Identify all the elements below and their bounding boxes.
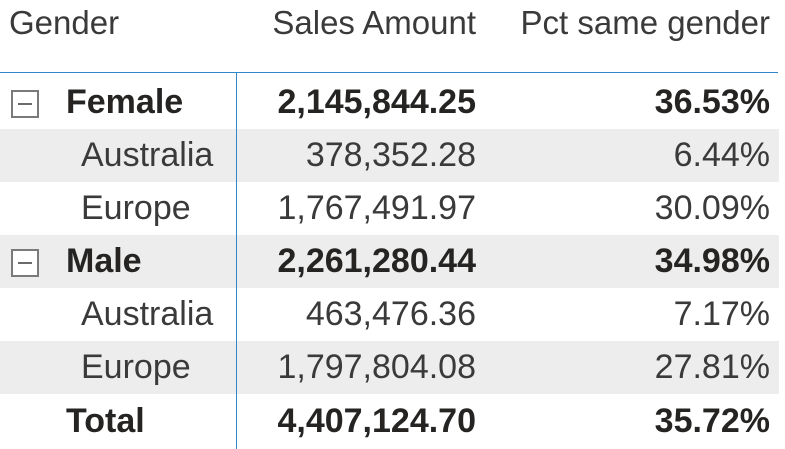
row-label: Europe	[81, 189, 191, 227]
column-header-sales-amount[interactable]: Sales Amount	[272, 4, 476, 41]
total-row: Total 4,407,124.70 35.72%	[0, 395, 779, 448]
column-divider	[236, 72, 237, 449]
pct-same-gender-cell: 27.81%	[654, 348, 770, 386]
sales-amount-cell: 1,767,491.97	[277, 189, 476, 227]
row-label: Europe	[81, 348, 191, 386]
sales-amount-cell: 463,476.36	[305, 295, 476, 333]
column-header-pct-same-gender[interactable]: Pct same gender	[520, 4, 770, 41]
group-row-female[interactable]: Female 2,145,844.25 36.53%	[0, 76, 779, 129]
sales-amount-cell: 2,145,844.25	[277, 83, 476, 121]
group-row-male[interactable]: Male 2,261,280.44 34.98%	[0, 235, 779, 288]
pct-same-gender-cell: 6.44%	[673, 136, 770, 174]
collapse-minus-icon[interactable]	[11, 90, 39, 118]
sales-amount-cell: 1,797,804.08	[277, 348, 476, 386]
collapse-minus-icon[interactable]	[11, 249, 39, 277]
sales-amount-cell: 378,352.28	[305, 136, 476, 174]
pct-same-gender-cell: 34.98%	[654, 242, 770, 280]
table-row[interactable]: Australia 463,476.36 7.17%	[0, 288, 779, 341]
sales-amount-cell: 2,261,280.44	[277, 242, 476, 280]
pct-same-gender-cell: 35.72%	[654, 402, 770, 440]
column-header-gender[interactable]: Gender	[9, 4, 120, 41]
table-row[interactable]: Europe 1,767,491.97 30.09%	[0, 182, 779, 235]
pct-same-gender-cell: 36.53%	[654, 83, 770, 121]
row-label: Female	[66, 83, 184, 121]
table-row[interactable]: Australia 378,352.28 6.44%	[0, 129, 779, 182]
pct-same-gender-cell: 30.09%	[654, 189, 770, 227]
row-label: Australia	[81, 136, 214, 174]
sales-amount-cell: 4,407,124.70	[277, 402, 476, 440]
pct-same-gender-cell: 7.17%	[673, 295, 770, 333]
row-label: Male	[66, 242, 142, 280]
row-label: Australia	[81, 295, 214, 333]
table-row[interactable]: Europe 1,797,804.08 27.81%	[0, 341, 779, 394]
row-label: Total	[66, 402, 145, 440]
header-divider	[0, 72, 778, 73]
